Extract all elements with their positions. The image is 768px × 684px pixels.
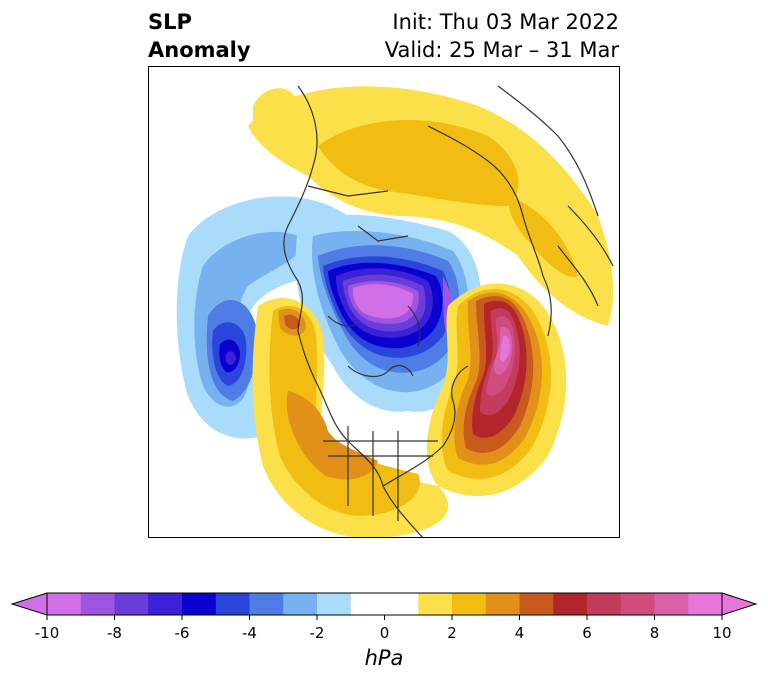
colorbar-tick-label: -10 bbox=[34, 624, 60, 642]
colorbar-segment bbox=[688, 593, 723, 615]
colorbar-segment bbox=[182, 593, 217, 615]
colorbar-segment bbox=[485, 593, 520, 615]
colorbar-segment bbox=[249, 593, 284, 615]
title-line-1: SLP bbox=[148, 10, 192, 34]
date-info: Init: Thu 03 Mar 2022 Valid: 25 Mar – 31… bbox=[385, 8, 619, 64]
colorbar-segments bbox=[47, 593, 723, 615]
colorbar-segment bbox=[620, 593, 655, 615]
colorbar-segment bbox=[80, 593, 115, 615]
colorbar-segment bbox=[114, 593, 149, 615]
colorbar-segment bbox=[317, 593, 352, 615]
map-title: SLP Anomaly bbox=[148, 8, 251, 64]
colorbar-tick-label: -2 bbox=[309, 624, 325, 642]
colorbar-tick-label: 10 bbox=[712, 624, 732, 642]
colorbar-tick-label: -4 bbox=[242, 624, 257, 642]
colorbar bbox=[10, 592, 758, 620]
colorbar-segment bbox=[654, 593, 689, 615]
colorbar-extend-right bbox=[721, 592, 758, 616]
colorbar-segment bbox=[350, 593, 419, 615]
colorbar-segment bbox=[418, 593, 453, 615]
colorbar-segment bbox=[587, 593, 622, 615]
init-date: Init: Thu 03 Mar 2022 bbox=[392, 10, 619, 34]
colorbar-segment bbox=[47, 593, 82, 615]
positive-anomaly-west bbox=[252, 297, 449, 538]
colorbar-segment bbox=[215, 593, 250, 615]
colorbar-extend-left bbox=[10, 592, 48, 616]
valid-range: Valid: 25 Mar – 31 Mar bbox=[384, 38, 619, 62]
colorbar-segment bbox=[519, 593, 554, 615]
negative-anomaly-arctic bbox=[295, 214, 482, 412]
anomaly-map bbox=[148, 66, 620, 538]
colorbar-segment bbox=[553, 593, 588, 615]
colorbar-tick-label: 2 bbox=[447, 624, 457, 642]
positive-anomaly-arctic bbox=[248, 86, 614, 326]
title-line-2: Anomaly bbox=[148, 38, 251, 62]
colorbar-tick-label: 6 bbox=[582, 624, 592, 642]
colorbar-segment bbox=[148, 593, 183, 615]
colorbar-tick-label: 0 bbox=[379, 624, 390, 642]
colorbar-tick-label: -8 bbox=[107, 624, 122, 642]
colorbar-ticks bbox=[46, 615, 723, 620]
colorbar-tick-label: 4 bbox=[514, 624, 525, 642]
colorbar-segment bbox=[283, 593, 318, 615]
colorbar-segment bbox=[452, 593, 487, 615]
colorbar-tick-label: 8 bbox=[649, 624, 660, 642]
positive-anomaly-atlantic bbox=[426, 283, 567, 496]
colorbar-tick-label: -6 bbox=[174, 624, 190, 642]
colorbar-units: hPa bbox=[364, 646, 404, 670]
anomaly-map-svg bbox=[176, 85, 614, 538]
coastlines bbox=[283, 85, 614, 538]
